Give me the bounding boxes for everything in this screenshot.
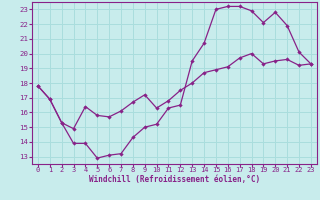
- X-axis label: Windchill (Refroidissement éolien,°C): Windchill (Refroidissement éolien,°C): [89, 175, 260, 184]
